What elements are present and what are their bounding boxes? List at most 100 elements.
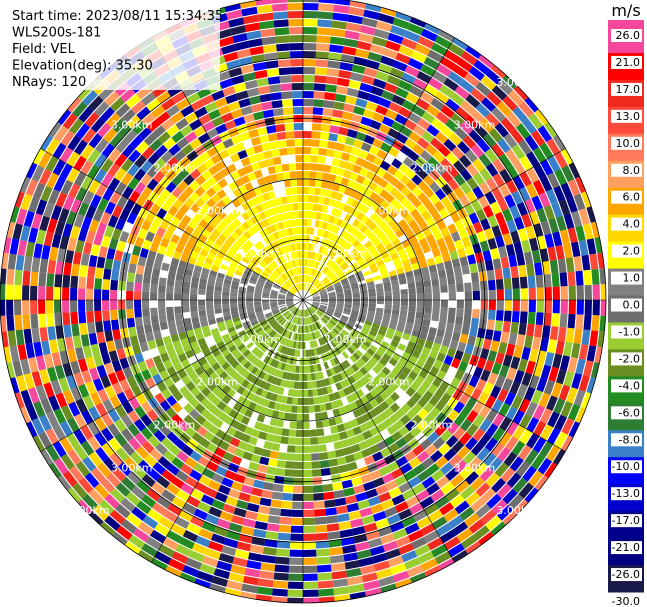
radar-gate [240, 157, 251, 167]
radar-gate [278, 297, 286, 300]
radar-gate [290, 287, 297, 293]
radar-gate [328, 198, 336, 207]
radar-gate [309, 429, 318, 437]
radar-gate [458, 393, 471, 406]
radar-gate [478, 531, 494, 546]
radar-gate [548, 218, 559, 234]
radar-gate [97, 122, 112, 138]
radar-gate [153, 330, 162, 340]
tick-bg [611, 271, 642, 285]
radar-gate [352, 341, 360, 349]
radar-gate [287, 445, 296, 453]
radar-gate [394, 408, 406, 419]
radar-gate [496, 300, 504, 311]
radar-gate [288, 163, 297, 171]
radar-gate [448, 307, 456, 316]
radar-gate [322, 108, 334, 117]
radar-gate [248, 461, 260, 471]
radar-gate [254, 243, 262, 251]
radar-gate [292, 485, 303, 493]
radar-gate [316, 284, 324, 290]
radar-gate [485, 409, 498, 423]
radar-gate [330, 190, 338, 200]
radar-gate [333, 150, 343, 159]
radar-gate [413, 268, 422, 277]
radar-gate [50, 379, 63, 395]
radar-gate [290, 340, 295, 348]
radar-gate [275, 325, 282, 332]
radar-gate [252, 357, 260, 366]
radar-gate [267, 458, 278, 467]
radar-gate [73, 155, 87, 171]
radar-gate [361, 142, 372, 153]
radar-gate [328, 173, 337, 183]
radar-gate [502, 267, 511, 279]
radar-gate [409, 502, 424, 515]
radar-gate [397, 371, 408, 382]
radar-gate [438, 207, 450, 219]
radar-gate [225, 93, 239, 104]
tick-bg [611, 82, 642, 96]
radar-gate [60, 179, 74, 196]
radar-gate [451, 440, 465, 454]
radar-gate [278, 276, 285, 283]
radar-gate [381, 472, 395, 484]
radar-gate [296, 309, 300, 317]
radar-gate [97, 197, 109, 212]
radar-gate [272, 332, 279, 340]
radar-gate [294, 325, 298, 333]
radar-gate [431, 248, 441, 258]
radar-gate [157, 245, 167, 255]
radar-gate [59, 146, 74, 163]
radar-gate [516, 334, 526, 347]
radar-gate [450, 231, 461, 242]
radar-gate [111, 269, 120, 281]
radar-gate [367, 496, 381, 507]
radar-gate [188, 370, 198, 381]
radar-gate [232, 556, 248, 568]
radar-gate [359, 366, 368, 376]
radar-gate [338, 273, 346, 279]
radar-gate [312, 314, 318, 321]
radar-gate [232, 337, 241, 345]
radar-gate [567, 313, 576, 329]
radar-gate [305, 243, 309, 251]
radar-gate [297, 397, 303, 405]
radar-gate [452, 64, 469, 79]
radar-gate [398, 508, 413, 521]
radar-gate [484, 259, 494, 271]
radar-gate [540, 408, 553, 424]
radar-gate [461, 352, 472, 364]
radar-gate [278, 524, 292, 533]
radar-gate [329, 367, 336, 376]
radar-gate [318, 395, 325, 404]
radar-gate [394, 474, 408, 487]
radar-gate [382, 317, 391, 324]
radar-gate [329, 554, 345, 564]
tick-bg [611, 325, 642, 339]
radar-gate [349, 248, 358, 256]
radar-gate [305, 251, 309, 259]
radar-gate [338, 201, 346, 211]
radar-gate [271, 306, 279, 311]
radar-gate [365, 198, 375, 208]
radar-gate [313, 396, 320, 405]
radar-gate [591, 268, 600, 285]
tick-bg [611, 29, 642, 42]
radar-gate [112, 531, 128, 546]
radar-gate [120, 497, 136, 513]
radar-gate [319, 306, 327, 311]
radar-gate [126, 114, 142, 129]
radar-gate [222, 451, 234, 462]
radar-gate [95, 138, 109, 154]
radar-gate [186, 262, 195, 271]
radar-gate [318, 596, 335, 603]
radar-gate [128, 437, 141, 451]
radar-gate [258, 220, 266, 229]
radar-gate [344, 368, 352, 378]
radar-gate [573, 328, 583, 344]
radar-gate [408, 294, 416, 300]
radar-gate [459, 405, 472, 419]
radar-gate [296, 309, 300, 316]
radar-gate [166, 223, 177, 234]
